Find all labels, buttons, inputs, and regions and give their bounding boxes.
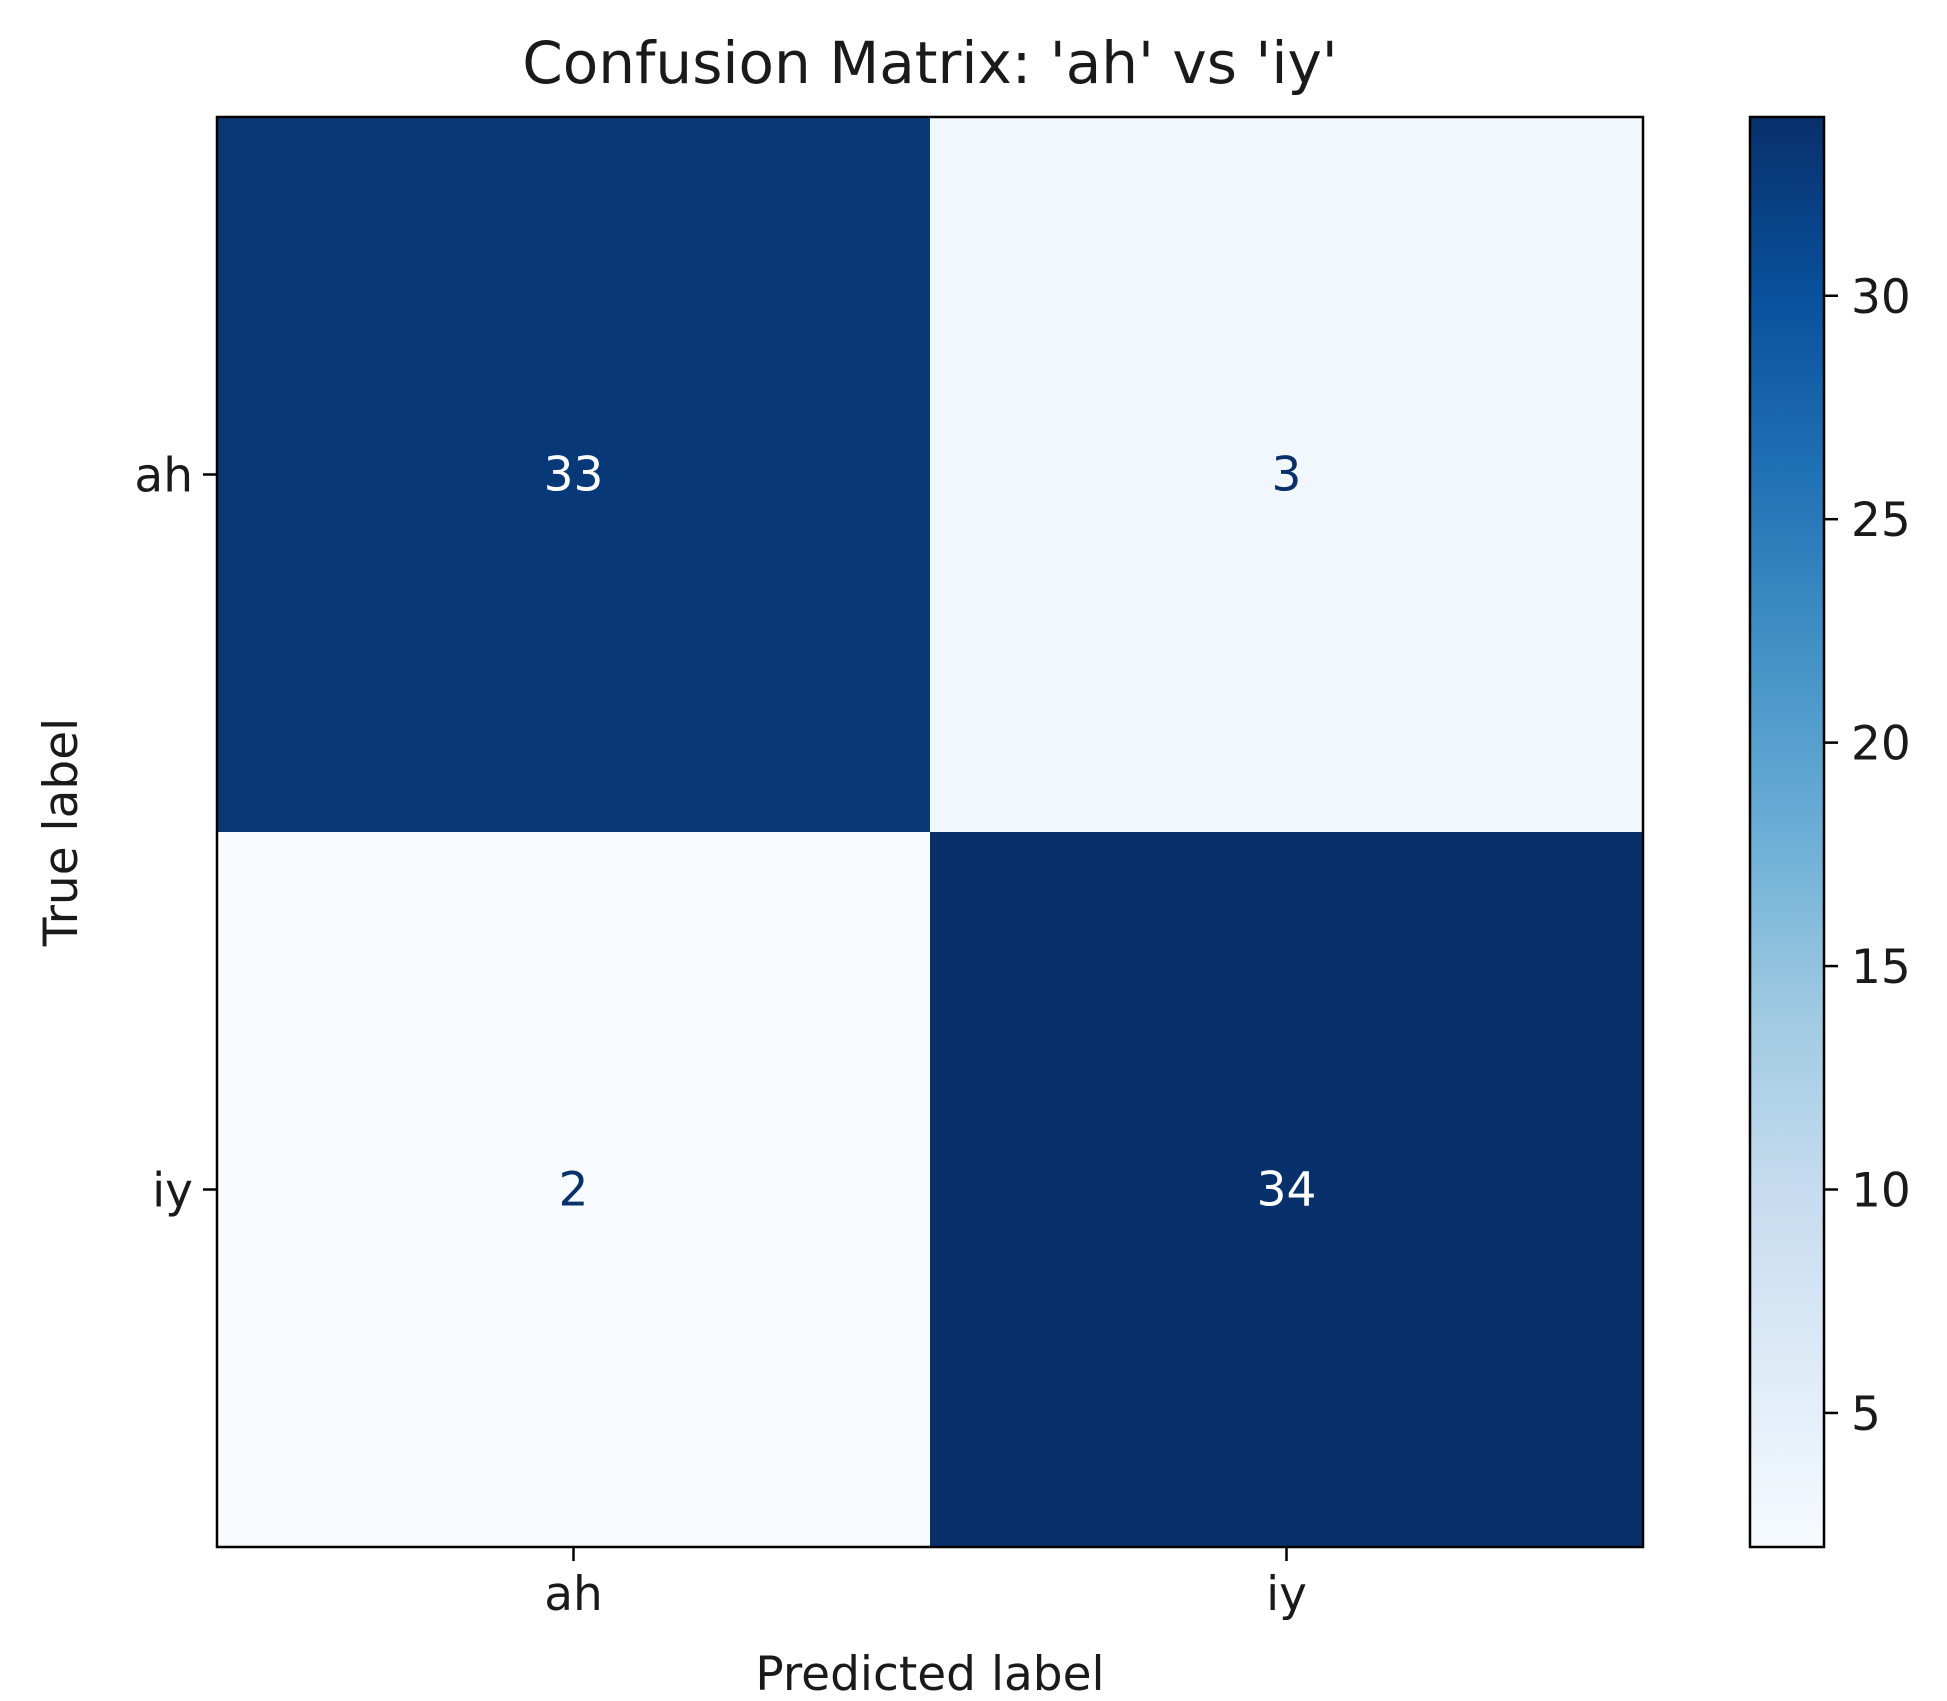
cell-value-ah-iy: 3 — [1272, 448, 1302, 503]
x-axis: ah iy — [544, 1547, 1307, 1622]
cell-value-ah-ah: 33 — [544, 448, 604, 503]
y-tick-label: ah — [134, 449, 193, 504]
colorbar-tick-label: 30 — [1851, 270, 1911, 325]
colorbar-tick-label: 20 — [1851, 717, 1911, 772]
cell-iy-iy — [930, 832, 1643, 1547]
colorbar-tick-label: 25 — [1851, 493, 1911, 548]
heatmap-cells: 33 32 34 — [217, 117, 1643, 1547]
cell-ah-iy — [930, 117, 1643, 832]
cell-value-iy-ah: 2 — [559, 1163, 589, 1218]
y-axis: ah iy — [134, 449, 217, 1219]
colorbar-tick-label: 5 — [1851, 1387, 1881, 1442]
cell-iy-ah — [217, 832, 930, 1547]
plot-frame — [215, 115, 1645, 1549]
x-tick-label: ah — [544, 1567, 603, 1622]
cell-value-iy-iy: 34 — [1257, 1163, 1317, 1218]
x-axis-label: Predicted label — [755, 1647, 1104, 1701]
colorbar-ticks: 5 10 15 20 25 30 — [1824, 270, 1911, 1442]
colorbar: 5 10 15 20 25 30 — [1748, 115, 1911, 1549]
y-tick-label: iy — [152, 1164, 193, 1219]
y-axis-label: True label — [34, 718, 89, 947]
chart-title: Confusion Matrix: 'ah' vs 'iy' — [522, 29, 1337, 97]
cell-ah-ah — [217, 117, 930, 832]
colorbar-tick-label: 10 — [1851, 1164, 1911, 1219]
x-tick-label: iy — [1266, 1567, 1307, 1622]
colorbar-gradient — [1748, 115, 1826, 1549]
colorbar-tick-label: 15 — [1851, 940, 1911, 995]
